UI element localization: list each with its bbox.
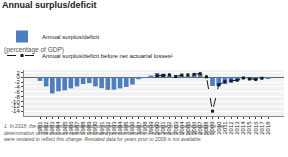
svg-text:2014: 2014: [240, 121, 246, 135]
svg-text:2008: 2008: [203, 121, 209, 135]
svg-text:2018: 2018: [265, 121, 271, 135]
svg-text:1 In 2018, the government imp: 1 In 2018, the government implemented, o…: [4, 123, 225, 142]
svg-text:1996: 1996: [129, 121, 135, 135]
svg-text:1986: 1986: [68, 121, 74, 135]
svg-text:(percentage of GDP): (percentage of GDP): [4, 46, 64, 54]
svg-text:1989: 1989: [86, 121, 92, 135]
svg-text:2009: 2009: [209, 121, 215, 135]
svg-text:1994: 1994: [117, 121, 123, 135]
svg-text:2006: 2006: [191, 121, 197, 135]
svg-text:1992: 1992: [105, 121, 111, 135]
svg-text:1990: 1990: [92, 121, 98, 135]
svg-text:Annual surplus/deficit: Annual surplus/deficit: [42, 34, 99, 40]
svg-text:1998: 1998: [142, 121, 148, 135]
svg-text:2011: 2011: [222, 121, 228, 135]
svg-text:2002: 2002: [166, 121, 172, 135]
svg-text:1985: 1985: [62, 121, 68, 135]
svg-text:1993: 1993: [111, 121, 117, 135]
svg-text:1991: 1991: [99, 121, 105, 135]
svg-text:1997: 1997: [136, 121, 142, 135]
svg-text:1999: 1999: [148, 121, 154, 135]
svg-text:2000: 2000: [154, 121, 160, 135]
svg-text:2003: 2003: [173, 121, 179, 135]
svg-text:-6: -6: [14, 89, 20, 95]
svg-text:2005: 2005: [185, 121, 191, 135]
svg-text:-14: -14: [11, 108, 20, 114]
svg-text:-2: -2: [14, 79, 20, 85]
svg-text:-10: -10: [11, 99, 20, 105]
svg-text:1987: 1987: [74, 121, 80, 135]
svg-text:2016: 2016: [253, 121, 259, 135]
svg-text:2: 2: [16, 70, 20, 76]
svg-text:1995: 1995: [123, 121, 129, 135]
svg-text:2017: 2017: [259, 121, 265, 135]
svg-text:1983: 1983: [49, 121, 55, 135]
svg-text:0: 0: [16, 74, 20, 80]
svg-text:1981: 1981: [37, 121, 43, 135]
svg-text:2013: 2013: [234, 121, 240, 135]
svg-text:-8: -8: [14, 94, 20, 100]
svg-text:1984: 1984: [55, 121, 61, 135]
svg-text:2015: 2015: [246, 121, 252, 135]
svg-text:-12: -12: [11, 103, 20, 109]
svg-text:2007: 2007: [197, 121, 203, 135]
svg-text:1982: 1982: [43, 121, 49, 135]
svg-text:-4: -4: [14, 84, 20, 90]
svg-text:1988: 1988: [80, 121, 86, 135]
svg-text:2004: 2004: [179, 121, 185, 135]
svg-text:2012: 2012: [228, 121, 234, 135]
svg-text:Annual surplus/deficit before: Annual surplus/deficit before net actuar…: [42, 53, 173, 59]
svg-text:2001: 2001: [160, 121, 166, 135]
svg-text:2010: 2010: [216, 121, 222, 135]
svg-text:Annual surplus/deficit: Annual surplus/deficit: [2, 0, 97, 10]
